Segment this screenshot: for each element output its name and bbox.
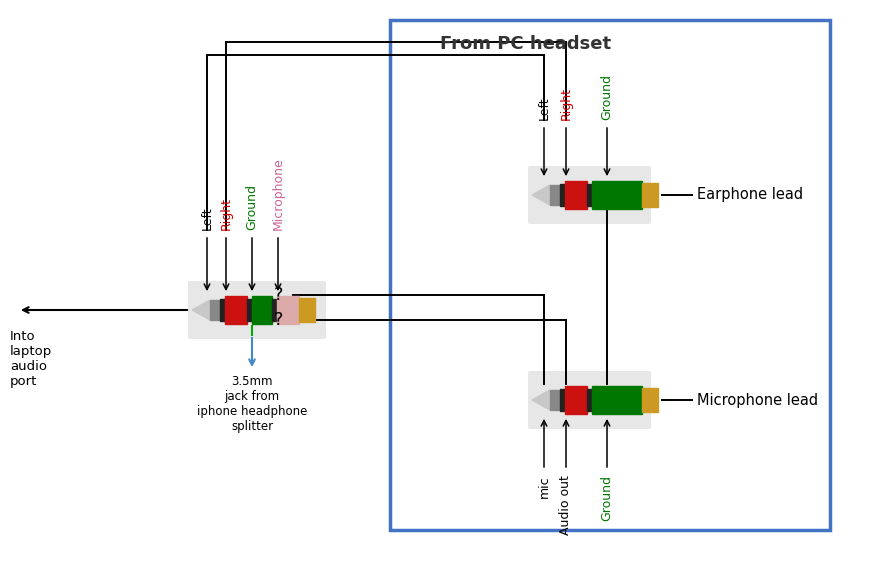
Text: Earphone lead: Earphone lead [697, 188, 803, 202]
Text: Right: Right [220, 197, 232, 230]
Text: Ground: Ground [601, 475, 613, 521]
Text: Ground: Ground [601, 74, 613, 120]
Text: Microphone: Microphone [271, 157, 284, 230]
Text: Left: Left [538, 96, 550, 120]
Bar [247, 299, 252, 321]
Bar [210, 300, 220, 320]
Bar [587, 389, 592, 411]
Polygon shape [532, 390, 550, 410]
Text: Microphone lead: Microphone lead [697, 393, 818, 408]
Text: ?: ? [274, 311, 283, 329]
Text: Ground: Ground [245, 184, 259, 230]
Bar [220, 299, 225, 321]
Bar [592, 386, 642, 414]
Polygon shape [532, 185, 550, 205]
FancyBboxPatch shape [188, 281, 326, 339]
Bar [299, 298, 315, 322]
Bar [642, 183, 658, 207]
Bar [252, 296, 272, 324]
Bar [560, 389, 565, 411]
Bar [592, 181, 642, 209]
Text: Left: Left [200, 206, 214, 230]
Bar [550, 185, 560, 205]
Text: From PC headset: From PC headset [440, 35, 611, 53]
Text: mic: mic [538, 475, 550, 498]
Bar [272, 299, 277, 321]
Bar [277, 296, 299, 324]
Bar [565, 181, 587, 209]
Bar [390, 20, 830, 530]
Text: Into
laptop
audio
port: Into laptop audio port [10, 330, 52, 388]
Polygon shape [192, 300, 210, 320]
Bar [565, 386, 587, 414]
Bar [642, 388, 658, 412]
Bar [560, 184, 565, 206]
Text: Right: Right [559, 87, 572, 120]
Text: ?: ? [274, 286, 283, 304]
Text: Audio out: Audio out [559, 475, 572, 535]
Bar [587, 184, 592, 206]
Bar [550, 390, 560, 410]
FancyBboxPatch shape [528, 166, 651, 224]
Bar [225, 296, 247, 324]
Text: 3.5mm
jack from
iphone headphone
splitter: 3.5mm jack from iphone headphone splitte… [197, 375, 307, 433]
FancyBboxPatch shape [528, 371, 651, 429]
